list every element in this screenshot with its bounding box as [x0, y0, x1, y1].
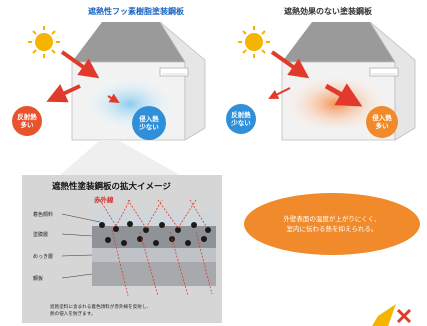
inflow-heat-bubble-right: 侵入熱 多い — [366, 106, 398, 138]
reflected-heat-arrow-left — [46, 84, 81, 103]
zoom-panel-title: 遮熱性塗装鋼板の拡大イメージ — [52, 182, 171, 192]
zoom-caption: 遮熱塗料に含まれる着色顔料が赤外線を反射し、 熱の侵入を防ぎます。 — [50, 305, 152, 317]
incoming-heat-arrow-left — [60, 50, 100, 79]
layer-label-coating: 塗膜層 — [33, 232, 49, 238]
bottom-right-fragment — [372, 304, 412, 326]
pigment-particles — [99, 221, 211, 246]
reflected-heat-bubble-left: 反射熱 多い — [12, 106, 42, 136]
small-inflow-arrow-left — [107, 93, 120, 104]
reflected-heat-arrow-right — [268, 87, 291, 99]
air-conditioner-icon — [369, 67, 399, 77]
inflow-heat-bubble-left: 侵入熱 少ない — [132, 106, 166, 140]
sun-icon-right — [238, 26, 270, 58]
layer-leader-lines — [61, 213, 101, 279]
title-plain-steel: 遮熱効果のない塗装鋼板 — [284, 7, 372, 16]
infrared-rays — [99, 199, 213, 297]
house-left — [71, 21, 206, 141]
air-conditioner-icon — [159, 67, 189, 77]
layer-label-steel: 鋼板 — [33, 276, 44, 282]
zoom-callout — [60, 140, 180, 175]
layer-label-plating: めっき層 — [33, 254, 54, 260]
sun-icon-left — [28, 26, 60, 58]
effect-callout: 外壁表面の温度が上がりにくく、 室内に伝わる熱を抑えられる。 — [244, 193, 420, 255]
layer-label-pigment: 着色顔料 — [33, 212, 54, 218]
large-inflow-arrow-right — [324, 83, 363, 107]
reflected-heat-bubble-right: 反射熱 少ない — [226, 104, 256, 134]
incoming-heat-arrow-right — [270, 50, 310, 79]
infrared-label: 赤外線 — [94, 196, 114, 204]
title-heat-shield-steel: 遮熱性フッ素樹脂塗装鋼板 — [88, 7, 184, 16]
cross-section — [92, 212, 216, 286]
